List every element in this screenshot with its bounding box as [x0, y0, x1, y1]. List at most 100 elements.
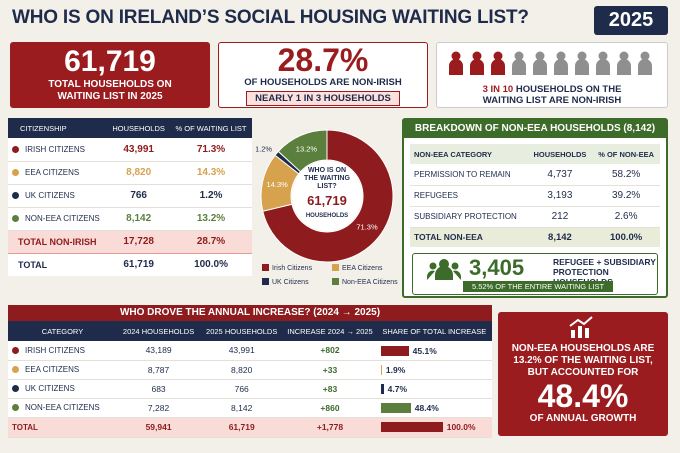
- color-dot: [12, 385, 19, 393]
- color-dot: [12, 192, 19, 200]
- center-title-line: WHO IS ON: [308, 167, 346, 174]
- header-cell: 2025 HOUSEHOLDS: [200, 321, 284, 341]
- people-icons: [449, 51, 652, 75]
- table-cell: REFUGEES: [414, 191, 459, 200]
- color-dot: [12, 366, 19, 374]
- table-row: EEA CITIZENS 8,820 14.3%: [8, 161, 252, 184]
- row-name: NON-EEA CITIZENS: [25, 403, 100, 412]
- header-cell: 2024 HOUSEHOLDS: [117, 321, 201, 341]
- slice-label: 14.3%: [267, 180, 289, 189]
- table-cell: 43,189: [145, 345, 172, 356]
- table-cell: 683: [151, 383, 166, 394]
- table-cell: 7,282: [147, 402, 170, 413]
- table-cell: 13.2%: [196, 213, 226, 224]
- header-cell: INCREASE 2024 → 2025: [283, 321, 377, 341]
- table-cell: 17,728: [123, 236, 154, 247]
- table-cell: UK CITIZENS: [8, 184, 107, 207]
- table-cell: 1.9%: [377, 360, 492, 379]
- stat-value: 28.7%: [277, 42, 369, 78]
- table-cell: 48.4%: [377, 398, 492, 417]
- group-icon: [427, 259, 461, 280]
- row-name: TOTAL: [12, 422, 38, 432]
- legend-label: EEA Citizens: [342, 265, 383, 272]
- header-cell: SHARE OF TOTAL INCREASE: [376, 321, 492, 341]
- title: WHO IS ON IRELAND’S SOCIAL HOUSING WAITI…: [12, 7, 529, 28]
- total-stat: 61,719 TOTAL HOUSEHOLDS ON WAITING LIST …: [10, 42, 210, 108]
- color-dot: [12, 146, 19, 154]
- header-cell: HOUSEHOLDS: [107, 118, 171, 138]
- table-cell: 59,941: [145, 422, 172, 432]
- share-label: 45.1%: [412, 345, 437, 356]
- table-cell: 61,719: [123, 259, 154, 271]
- highlight-note: 5.52% OF THE ENTIRE WAITING LIST: [463, 281, 613, 292]
- table-cell: 8,787: [147, 364, 170, 375]
- increase-section: WHO DROVE THE ANNUAL INCREASE? (2024 → 2…: [8, 305, 492, 438]
- slice-label: 71.3%: [356, 223, 378, 232]
- table-cell: +802: [320, 345, 340, 356]
- center-title-line: THE WAITING: [304, 175, 350, 182]
- table-cell: 3,193: [547, 190, 573, 201]
- table-row: SUBSIDIARY PROTECTION 212 2.6%: [410, 206, 660, 227]
- table-row: PERMISSION TO REMAIN 4,737 58.2%: [410, 164, 660, 185]
- header-row: CITIZENSHIP HOUSEHOLDS% OF WAITING LIST: [8, 118, 252, 138]
- table-cell: 2.6%: [614, 211, 638, 222]
- stat-label: TOTAL HOUSEHOLDS ON WAITING LIST IN 2025: [48, 79, 172, 102]
- header-cell: CATEGORY: [8, 321, 117, 341]
- table-cell: +1,778: [316, 422, 344, 432]
- header-cell: NON-EEA CATEGORY: [410, 144, 528, 164]
- total-row: TOTAL NON-IRISH 17,728 28.7%: [8, 230, 252, 253]
- table-cell: PERMISSION TO REMAIN: [414, 169, 511, 179]
- donut-center: [292, 161, 362, 231]
- ratio-text: 3 IN 10 HOUSEHOLDS ON THE WAITING LIST A…: [437, 84, 667, 106]
- table-cell: SUBSIDIARY PROTECTION: [414, 212, 517, 221]
- table-cell: 58.2%: [611, 168, 641, 180]
- year-badge: 2025: [594, 6, 668, 35]
- legend-label: Irish Citizens: [272, 265, 313, 272]
- ratio-stat: 3 IN 10 HOUSEHOLDS ON THE WAITING LIST A…: [436, 42, 668, 108]
- table-row: NON-EEA CITIZENS 8,142 13.2%: [8, 207, 252, 230]
- header-cell: HOUSEHOLDS: [527, 144, 593, 164]
- table-row: REFUGEES 3,193 39.2%: [410, 185, 660, 206]
- table: CATEGORY 2024 HOUSEHOLDS 2025 HOUSEHOLDS IN…: [8, 321, 492, 438]
- row-name: UK CITIZENS: [25, 191, 75, 200]
- table-row: EEA CITIZENS 8,787 8,820 +33 1.9%: [8, 360, 492, 379]
- callout-text: NON-EEA HOUSEHOLDS ARE 13.2% OF THE WAIT…: [511, 343, 655, 378]
- table-cell: 1.2%: [199, 190, 223, 201]
- increase-table: CATEGORY 2024 HOUSEHOLDS 2025 HOUSEHOLDS IN…: [8, 321, 492, 438]
- legend-label: Non-EEA Citizens: [342, 279, 398, 286]
- growth-icon: [569, 316, 593, 338]
- donut-slice: [262, 129, 394, 263]
- center-title: WHO IS ON THE WAITING LIST?: [304, 167, 350, 190]
- panel-title: BREAKDOWN OF NON-EEA HOUSEHOLDS (8,142): [404, 120, 666, 138]
- non-eea-panel: BREAKDOWN OF NON-EEA HOUSEHOLDS (8,142) …: [402, 118, 668, 298]
- row-name: IRISH CITIZENS: [25, 144, 86, 154]
- table-cell: 100.0%: [377, 417, 492, 437]
- ratio-highlight: 3 IN 10: [482, 84, 514, 95]
- table-cell: 766: [234, 383, 249, 394]
- table-cell: TOTAL NON-EEA: [414, 232, 483, 243]
- non-irish-stat: 28.7% OF HOUSEHOLDS ARE NON-IRISH NEARLY…: [218, 42, 428, 108]
- table-row: IRISH CITIZENS 43,991 71.3%: [8, 138, 252, 161]
- table-cell: 766: [130, 190, 147, 201]
- table-cell: 8,820: [126, 167, 152, 178]
- header-cell: % OF WAITING LIST: [170, 118, 252, 138]
- ratio-label: HOUSEHOLDS ON THE WAITING LIST ARE NON-I…: [482, 84, 622, 106]
- table-cell: 61,719: [228, 422, 255, 432]
- share-bar: [380, 345, 409, 356]
- table-cell: 4.7%: [377, 379, 492, 398]
- table-cell: +860: [320, 402, 340, 413]
- table-cell: 43,991: [228, 345, 255, 356]
- donut-slice: [277, 129, 328, 173]
- color-dot: [12, 404, 19, 412]
- slice-label: 1.2%: [256, 144, 272, 153]
- table-cell: 8,820: [231, 364, 253, 375]
- header-cell: % OF NON-EEA: [592, 144, 660, 164]
- stat-value: 61,719: [64, 45, 156, 78]
- table-cell: +33: [322, 364, 338, 375]
- center-text: 61,719: [307, 193, 347, 208]
- table-cell: 4,737: [547, 168, 573, 180]
- highlight-box: 3,405 REFUGEE + SUBSIDIARY PROTECTION HO…: [412, 253, 658, 295]
- color-dot: [12, 347, 19, 355]
- table-cell: 8,142: [231, 402, 253, 413]
